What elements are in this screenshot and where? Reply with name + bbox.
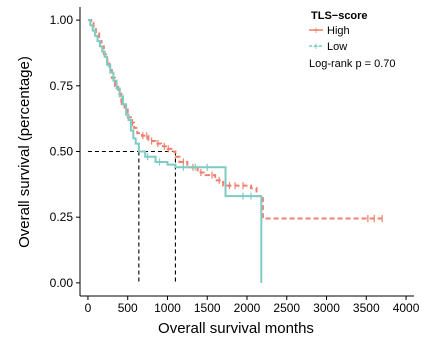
x-tick-label: 3500: [353, 301, 380, 315]
x-tick-label: 2000: [234, 301, 261, 315]
legend-entry-low: + Low: [309, 41, 347, 53]
x-ticks: 0 500 1000 1500 2000 2500 3000 3500 4000: [85, 296, 420, 315]
x-tick-label: 3000: [313, 301, 340, 315]
series-line-high: [87, 19, 383, 220]
y-tick-label: 0.00: [50, 276, 74, 290]
series-low: [87, 19, 263, 283]
x-tick-label: 1500: [194, 301, 221, 315]
legend-label-high: High: [327, 25, 350, 37]
x-axis-title: Overall survival months: [158, 320, 314, 337]
y-tick-label: 1.00: [50, 13, 74, 27]
series-line-low: [87, 19, 263, 283]
y-axis-title: Overall survival (percentage): [16, 56, 33, 248]
median-reference-lines: [87, 150, 176, 283]
logrank-annotation: Log-rank p = 0.70: [309, 58, 396, 70]
y-tick-label: 0.50: [50, 145, 74, 159]
legend: TLS−score + High + Low Log-rank p = 0.70: [309, 10, 396, 70]
legend-title: TLS−score: [311, 10, 368, 22]
y-tick-label: 0.75: [50, 79, 74, 93]
y-ticks: 0.00 0.25 0.50 0.75 1.00: [50, 13, 80, 290]
y-tick-label: 0.25: [50, 210, 74, 224]
legend-key-high-censor: +: [313, 25, 319, 37]
legend-key-low-censor: +: [313, 41, 319, 53]
x-tick-label: 2500: [273, 301, 300, 315]
x-tick-label: 1000: [154, 301, 181, 315]
x-tick-label: 4000: [393, 301, 420, 315]
legend-label-low: Low: [327, 41, 347, 53]
x-tick-label: 0: [85, 301, 92, 315]
series-layer: [87, 19, 383, 283]
legend-entry-high: + High: [309, 25, 350, 37]
axes: 0.00 0.25 0.50 0.75 1.00 0 500 1000 1500 2000 250…: [50, 7, 420, 315]
x-tick-label: 500: [118, 301, 138, 315]
